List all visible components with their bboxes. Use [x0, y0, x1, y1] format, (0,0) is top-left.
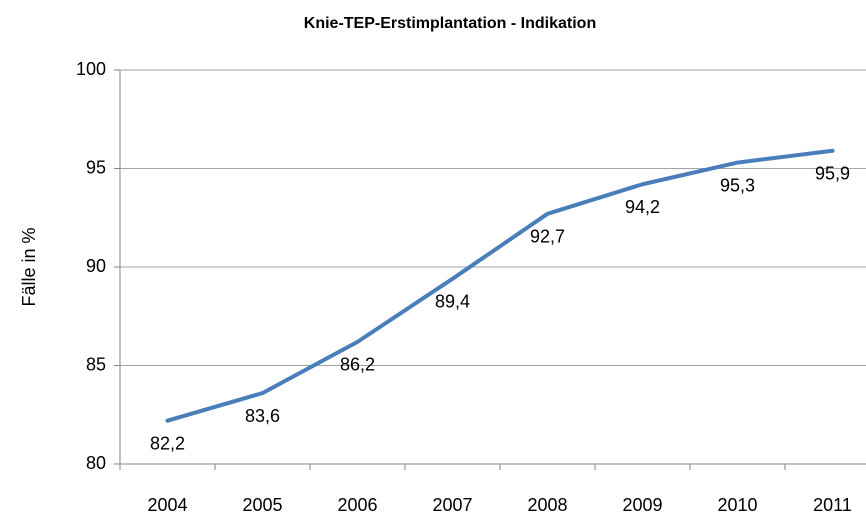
chart-title: Knie-TEP-Erstimplantation - Indikation: [304, 15, 596, 32]
data-line: [165, 148, 835, 423]
y-tick-label: 95: [86, 157, 106, 177]
data-label: 86,2: [340, 355, 375, 375]
data-label: 83,6: [245, 406, 280, 426]
x-tick-label: 2004: [147, 495, 187, 515]
y-tick-label: 90: [86, 256, 106, 276]
x-tick-label: 2008: [527, 495, 567, 515]
x-tick-label: 2005: [242, 495, 282, 515]
y-axis-label: Fälle in %: [19, 227, 39, 306]
y-tick-label: 85: [86, 354, 106, 374]
data-label: 95,9: [815, 164, 850, 184]
data-label: 94,2: [625, 197, 660, 217]
data-label: 95,3: [720, 175, 755, 195]
y-tick-label: 80: [86, 453, 106, 473]
x-tick-label: 2007: [432, 495, 472, 515]
x-tick-label: 2009: [622, 495, 662, 515]
y-tick-label: 100: [76, 59, 106, 79]
data-label: 89,4: [435, 292, 470, 312]
x-tick-label: 2011: [813, 495, 852, 515]
x-tick-label: 2010: [717, 495, 757, 515]
x-tick-label: 2006: [337, 495, 377, 515]
data-label: 92,7: [530, 227, 565, 247]
data-label: 82,2: [150, 433, 185, 453]
